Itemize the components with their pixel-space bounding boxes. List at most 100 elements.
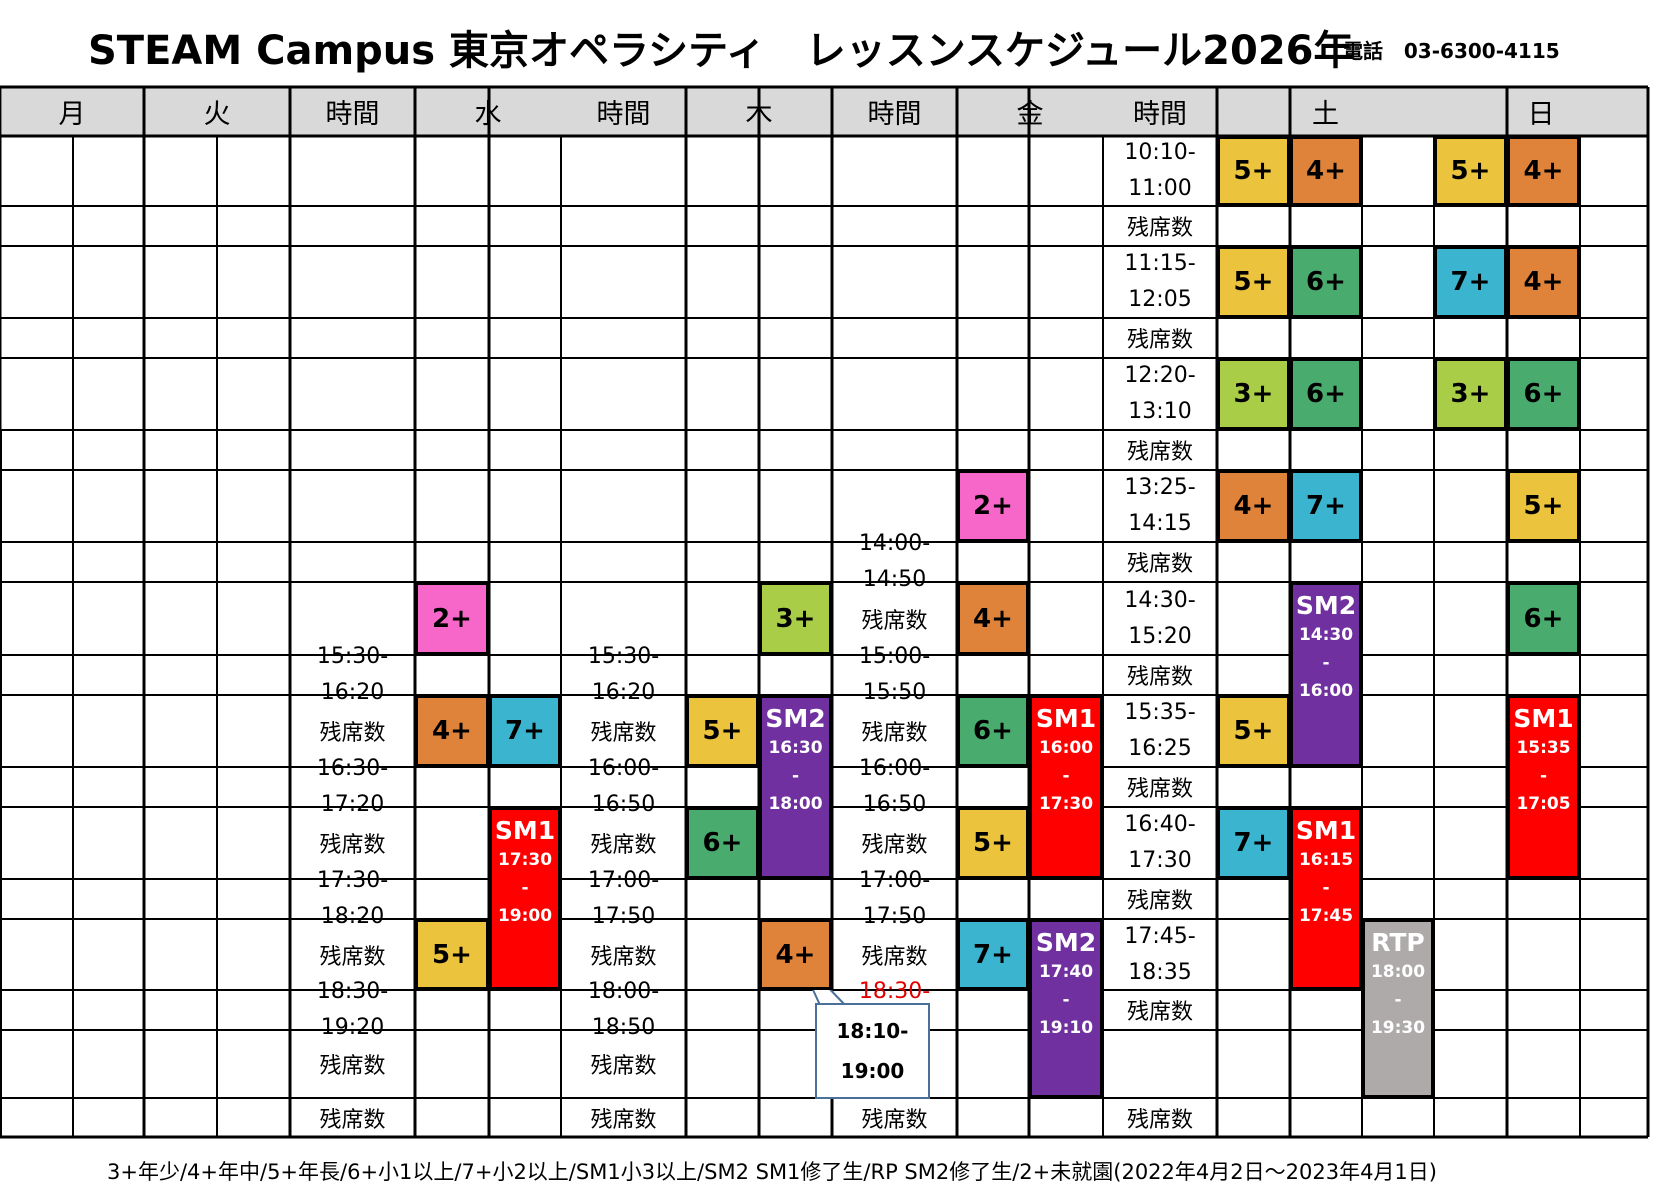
remaining-seats-label: 残席数 — [1103, 318, 1217, 358]
lesson-badge[interactable]: 4+ — [957, 582, 1029, 655]
remaining-seats-label: 残席数 — [561, 1030, 686, 1098]
special-lesson-block[interactable]: SM1 16:15 - 17:45 — [1290, 807, 1362, 990]
lesson-badge[interactable]: 7+ — [489, 695, 561, 767]
remaining-seats-label: 残席数 — [290, 1098, 415, 1137]
remaining-seats-label: 残席数 — [290, 919, 415, 990]
lesson-badge[interactable]: 4+ — [1290, 136, 1362, 206]
time-start: 17:00- — [587, 868, 660, 893]
remaining-seats-label: 残席数 — [290, 695, 415, 767]
lesson-badge[interactable]: 4+ — [1217, 470, 1290, 542]
column-header: 金 — [957, 87, 1103, 136]
special-lesson-label: RTP — [1371, 928, 1425, 957]
special-lesson-label: SM2 — [1035, 928, 1097, 957]
time-end: 17:50 — [862, 904, 927, 929]
lesson-badge[interactable]: 5+ — [957, 807, 1029, 879]
lesson-badge[interactable]: 6+ — [686, 807, 759, 879]
callout-end: 19:00 — [840, 1059, 905, 1083]
special-lesson-block[interactable]: SM2 16:30 - 18:00 — [759, 695, 832, 879]
time-end: 18:50 — [591, 1015, 656, 1040]
column-header: 月 — [0, 87, 144, 136]
lesson-label: 4+ — [973, 603, 1013, 634]
lesson-badge[interactable]: 2+ — [415, 582, 489, 655]
remaining-seats-text: 残席数 — [1126, 1107, 1193, 1133]
column-header-label: 日 — [1527, 99, 1555, 130]
time-end: 19:20 — [320, 1015, 385, 1040]
column-header: 時間 — [561, 87, 686, 136]
time-slot: 10:10- 11:00 — [1103, 136, 1217, 206]
remaining-seats-label: 残席数 — [290, 1030, 415, 1098]
column-header: 水 — [415, 87, 561, 136]
lesson-badge[interactable]: 3+ — [759, 582, 832, 655]
lesson-badge[interactable]: 5+ — [1507, 470, 1580, 542]
special-lesson-dash: - — [1322, 878, 1330, 898]
lesson-label: 3+ — [1233, 379, 1274, 409]
remaining-seats-text: 残席数 — [590, 944, 657, 970]
lesson-badge[interactable]: 6+ — [1507, 582, 1580, 655]
time-slot: 17:00- 17:50 — [561, 868, 686, 929]
column-header-label: 火 — [203, 99, 231, 130]
lesson-badge[interactable]: 6+ — [957, 695, 1029, 767]
special-lesson-start: 14:30 — [1298, 625, 1354, 645]
special-lesson-start: 16:30 — [768, 738, 823, 758]
lesson-badge[interactable]: 4+ — [1507, 136, 1580, 206]
special-lesson-block[interactable]: SM1 17:30 - 19:00 — [489, 807, 561, 990]
lesson-badge[interactable]: 7+ — [1434, 246, 1507, 318]
special-lesson-dash: - — [1539, 766, 1548, 786]
lesson-badge[interactable]: 7+ — [957, 919, 1029, 990]
time-end: 17:50 — [591, 904, 656, 929]
lesson-badge[interactable]: 2+ — [957, 470, 1029, 542]
lesson-badge[interactable]: 7+ — [1217, 807, 1290, 879]
special-lesson-end: 17:45 — [1298, 906, 1354, 926]
special-lesson-start: 17:30 — [497, 850, 553, 870]
time-slot: 15:30- 16:20 — [561, 644, 686, 705]
remaining-seats-label: 残席数 — [832, 1098, 957, 1137]
remaining-seats-text: 残席数 — [1126, 216, 1193, 241]
lesson-badge[interactable]: 6+ — [1290, 246, 1362, 318]
special-lesson-block[interactable]: SM2 17:40 - 19:10 — [1029, 919, 1103, 1098]
legend-footer: 3+年少/4+年中/5+年長/6+小1以上/7+小2以上/SM1小3以上/SM2… — [107, 1160, 1437, 1184]
remaining-seats-label: 残席数 — [561, 695, 686, 767]
time-end: 16:50 — [862, 792, 927, 817]
lesson-label: 5+ — [973, 828, 1013, 858]
remaining-seats-text: 残席数 — [1126, 777, 1193, 802]
column-header-label: 時間 — [325, 99, 380, 130]
lesson-badge[interactable]: 5+ — [1217, 695, 1290, 767]
remaining-seats-text: 残席数 — [319, 721, 386, 746]
lesson-badge[interactable]: 5+ — [1434, 136, 1507, 206]
time-slot: 18:30- 19:20 — [290, 979, 415, 1040]
lesson-badge[interactable]: 4+ — [759, 919, 832, 990]
lesson-badge[interactable]: 4+ — [1507, 246, 1580, 318]
lesson-badge[interactable]: 7+ — [1290, 470, 1362, 542]
column-header-label: 土 — [1312, 99, 1339, 130]
remaining-seats-text: 残席数 — [1126, 1000, 1193, 1025]
lesson-badge[interactable]: 5+ — [1217, 136, 1290, 206]
special-lesson-label: SM1 — [494, 816, 556, 845]
column-header-label: 木 — [745, 99, 773, 130]
lesson-badge[interactable]: 6+ — [1507, 358, 1580, 430]
time-end: 17:20 — [320, 792, 385, 817]
lesson-badge[interactable]: 5+ — [1217, 246, 1290, 318]
remaining-seats-label: 残席数 — [1103, 990, 1217, 1030]
lesson-badge[interactable]: 3+ — [1217, 358, 1290, 430]
special-lesson-label: SM2 — [765, 704, 826, 733]
column-header: 日 — [1434, 87, 1648, 136]
special-lesson-start: 16:15 — [1298, 850, 1354, 870]
time-end: 14:15 — [1128, 511, 1192, 536]
time-slot: 16:00- 16:50 — [561, 756, 686, 817]
special-lesson-block[interactable]: SM2 14:30 - 16:00 — [1290, 582, 1362, 767]
lesson-label: 4+ — [1523, 156, 1564, 186]
remaining-seats-label: 残席数 — [1103, 767, 1217, 807]
special-lesson-block[interactable]: SM1 16:00 - 17:30 — [1029, 695, 1103, 879]
special-lesson-block[interactable]: SM1 15:35 - 17:05 — [1507, 695, 1580, 879]
lesson-label: 5+ — [1233, 267, 1274, 297]
remaining-seats-text: 残席数 — [319, 1054, 386, 1079]
lesson-label: 4+ — [1306, 156, 1346, 186]
time-slot: 15:30- 16:20 — [290, 644, 415, 705]
lesson-badge[interactable]: 5+ — [415, 919, 489, 990]
lesson-badge[interactable]: 6+ — [1290, 358, 1362, 430]
lesson-badge[interactable]: 5+ — [686, 695, 759, 767]
special-lesson-block[interactable]: RTP 18:00 - 19:30 — [1362, 919, 1434, 1098]
lesson-badge[interactable]: 4+ — [415, 695, 489, 767]
lesson-badge[interactable]: 3+ — [1434, 358, 1507, 430]
remaining-seats-text: 残席数 — [590, 1107, 657, 1133]
